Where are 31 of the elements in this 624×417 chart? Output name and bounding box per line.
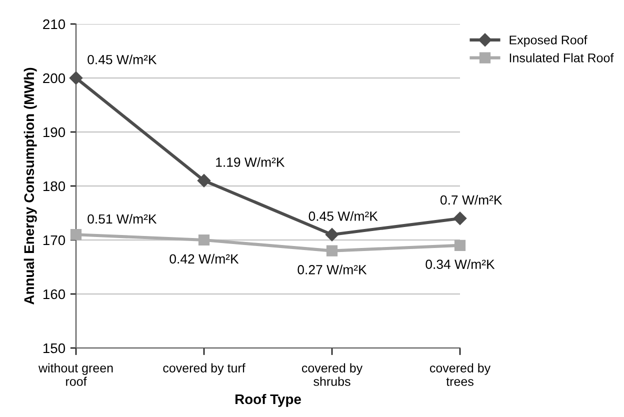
x-tick-label: covered by shrubs [302,363,363,386]
point [326,245,338,256]
legend-label: Insulated Flat Roof [510,53,614,62]
y-tick-label: 180 [43,181,66,192]
y-tick-label: 200 [43,73,66,84]
x-tick-label: without green roof [38,363,113,386]
annotation: 0.45 W/m²K [88,54,157,64]
annotation: 0.27 W/m²K [298,264,367,274]
annotation: 1.19 W/m²K [216,157,285,167]
annotation: 0.7 W/m²K [440,194,502,205]
point [454,240,466,251]
x-tick-label: covered by turf [163,363,246,375]
annotation: 0.45 W/m²K [308,211,378,221]
y-tick-label: 190 [43,127,66,138]
point [198,234,210,246]
point [453,212,467,225]
y-tick-label: 150 [43,343,66,354]
annotation: 0.34 W/m²K [426,259,495,269]
point [70,229,82,240]
point [197,174,211,188]
point [69,71,83,85]
y-tick-label: 160 [43,289,66,300]
y-tick-label: 210 [43,19,66,30]
y-tick-label: 170 [43,235,66,246]
annotation: 0.42 W/m²K [170,254,239,264]
annotation: 0.51 W/m²K [88,214,157,224]
x-tick-label: covered by trees [430,363,491,386]
y-axis-title: Annual Energy Consumption (MWh) [24,68,37,304]
legend-label: Exposed Roof [510,35,588,47]
x-axis-title: Roof Type [235,394,301,407]
point [325,228,339,242]
